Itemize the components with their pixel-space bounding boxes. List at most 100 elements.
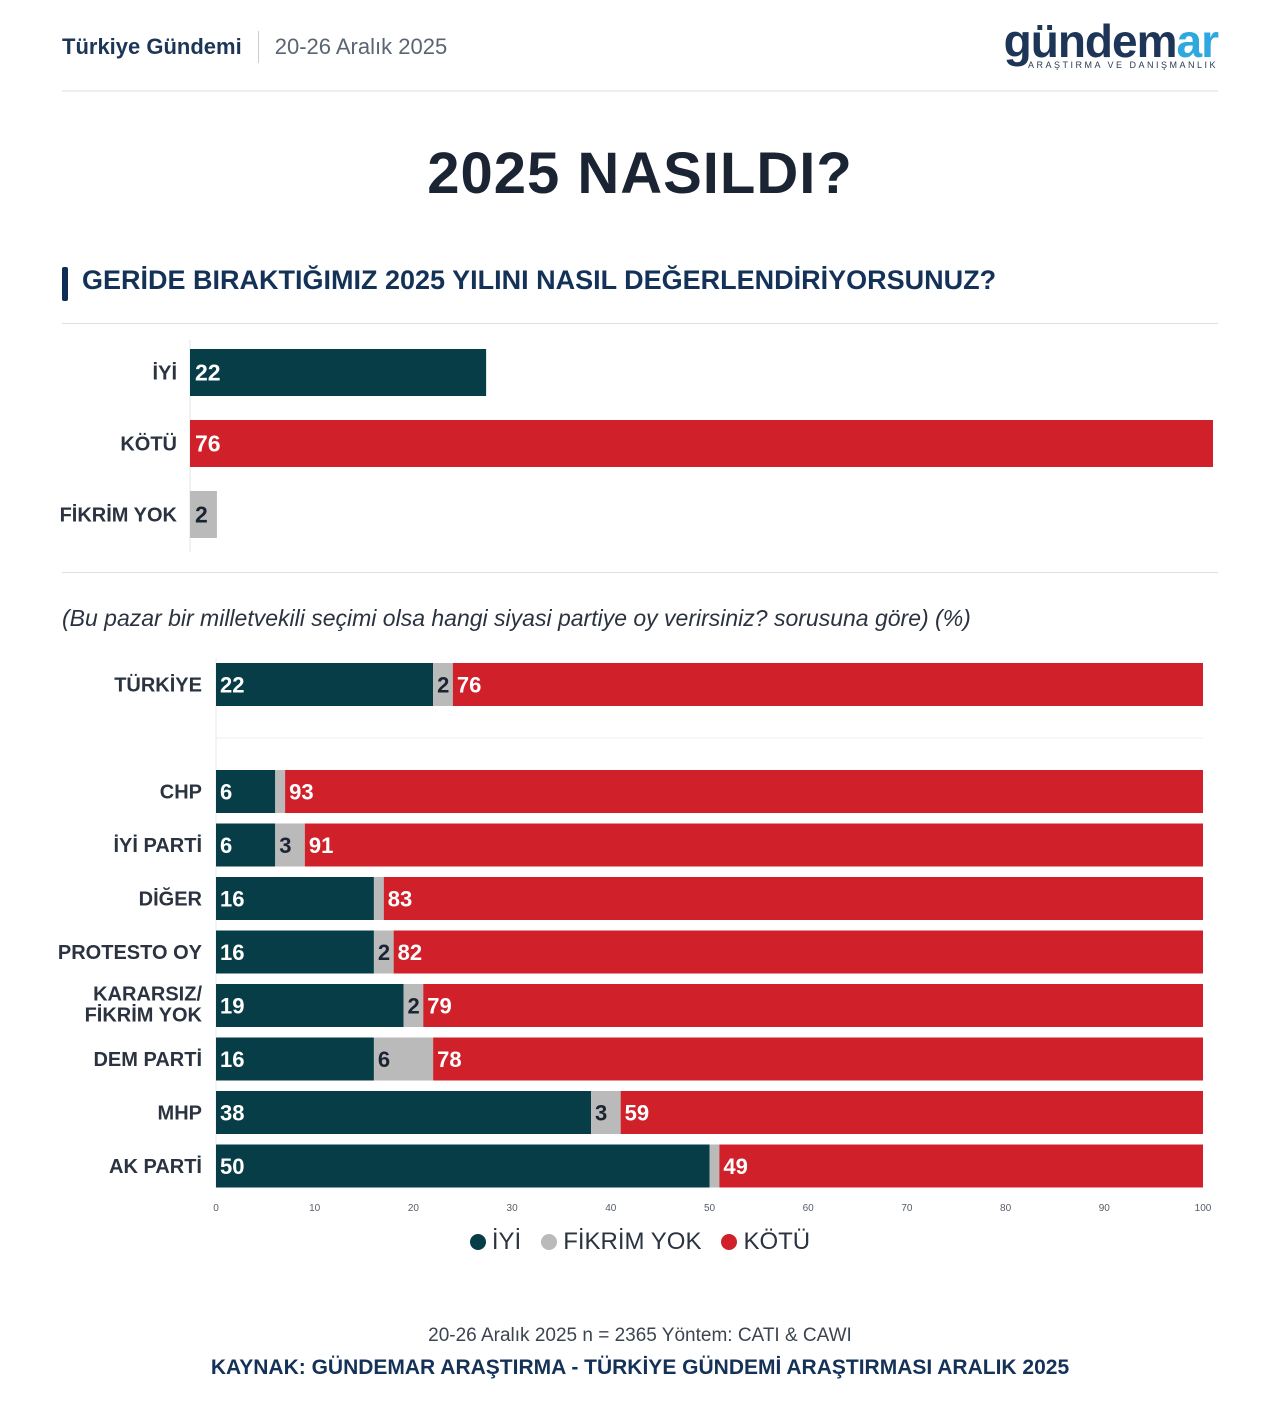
- chart2-bar-di-ğer-fikrim-yok: [373, 877, 384, 920]
- chart1-bar-fi-kri-m-yok: [190, 491, 217, 538]
- chart2-bar-dem-parti-iyi: [216, 1037, 374, 1081]
- chart1-bar-i-yi: [190, 349, 487, 396]
- legend-item-kotu: KÖTÜ: [721, 1228, 810, 1256]
- chart2-bar-türki-ye-fikrim-yok: [433, 663, 453, 706]
- chart1-value-label-i-yi: 22: [195, 360, 221, 386]
- header-divider: [257, 31, 259, 63]
- header-title: Türkiye Gündemi: [62, 34, 242, 59]
- legend-label-fikrim-yok: FİKRİM YOK: [563, 1228, 702, 1255]
- legend-dot-kotu: [721, 1234, 738, 1250]
- chart2-value-label-kararsiz-fi-kri-m-yok-kotu: 79: [427, 994, 451, 1019]
- chart2-bar-i-yi-parti-iyi: [216, 823, 276, 867]
- footer-source: KAYNAK: GÜNDEMAR ARAŞTIRMA - TÜRKİYE GÜN…: [210, 1356, 1070, 1379]
- chart2-category-label-kararsiz-fi-kri-m-yok-line2: FİKRİM YOK: [85, 1004, 203, 1027]
- chart2-value-label-dem-parti-iyi: 16: [220, 1047, 244, 1072]
- chart2-bar-türki-ye-kotu: [452, 663, 1203, 706]
- chart2-bar-chp-fikrim-yok: [275, 770, 286, 813]
- chart2-category-label-di-ğer: DİĞER: [139, 887, 203, 911]
- chart2-x-tick-60: 60: [803, 1203, 815, 1214]
- chart2-value-label-protesto-oy-iyi: 16: [220, 940, 244, 965]
- chart2-category-label-i-yi-parti: İYİ PARTİ: [113, 834, 202, 857]
- chart2-value-label-chp-iyi: 6: [220, 780, 232, 805]
- chart2-bar-dem-parti-kotu: [433, 1037, 1203, 1081]
- chart2-value-label-chp-kotu: 93: [289, 780, 313, 805]
- chart2-value-label-protesto-oy-fikrim-yok: 2: [378, 940, 390, 965]
- page-title: 2025 NASILDI?: [427, 141, 853, 206]
- legend-label-iyi: İYİ: [491, 1228, 522, 1255]
- logo-word-main: gündem: [1003, 15, 1178, 67]
- chart1-category-label-fi-kri-m-yok: FİKRİM YOK: [60, 504, 178, 527]
- chart1-value-label-kötü: 76: [195, 431, 221, 457]
- chart2-bar-chp-kotu: [285, 770, 1204, 813]
- chart2-x-tick-40: 40: [605, 1203, 617, 1214]
- legend-dot-iyi: [469, 1234, 486, 1250]
- header-divider-line: [62, 90, 1218, 92]
- chart2-x-tick-10: 10: [309, 1203, 321, 1214]
- logo-tagline: ARAŞTIRMA VE DANIŞMANLIK: [1027, 60, 1218, 70]
- header: Türkiye Gündemi 20-26 Aralık 2025: [62, 30, 447, 64]
- chart2-bar-di-ğer-iyi: [216, 877, 374, 920]
- chart2-value-label-i-yi-parti-iyi: 6: [220, 833, 232, 858]
- legend-item-iyi: İYİ: [469, 1228, 522, 1256]
- chart2-bar-ak-parti-iyi: [216, 1144, 710, 1188]
- gundemar-logo: gündemar ARAŞTIRMA VE DANIŞMANLIK: [998, 15, 1219, 74]
- chart2-value-label-dem-parti-fikrim-yok: 6: [378, 1047, 390, 1072]
- chart1-category-label-kötü: KÖTÜ: [120, 433, 177, 456]
- chart2-category-label-protesto-oy: PROTESTO OY: [58, 942, 203, 964]
- chart2-value-label-di-ğer-kotu: 83: [388, 887, 412, 912]
- chart2-value-label-ak-parti-iyi: 50: [220, 1154, 244, 1179]
- chart2-value-label-di-ğer-iyi: 16: [220, 887, 244, 912]
- chart2-x-tick-80: 80: [1000, 1203, 1012, 1214]
- chart2-bar-mhp-kotu: [620, 1091, 1203, 1134]
- chart2-bar-kararsiz-fi-kri-m-yok-kotu: [423, 984, 1203, 1027]
- chart2-value-label-mhp-kotu: 59: [625, 1101, 649, 1126]
- chart2-category-label-kararsiz-fi-kri-m-yok-line1: KARARSIZ/: [93, 984, 202, 1006]
- overall-evaluation-chart: İYİ 22 KÖTÜ 76 FİKRİM YOK 2: [60, 340, 1213, 552]
- chart2-category-label-dem-parti: DEM PARTİ: [93, 1048, 202, 1071]
- question-title: GERİDE BIRAKTIĞIMIZ 2025 YILINI NASIL DE…: [82, 265, 997, 295]
- chart2-bar-kararsiz-fi-kri-m-yok-fikrim-yok: [403, 984, 424, 1027]
- chart2-bar-mhp-fikrim-yok: [591, 1091, 621, 1134]
- chart2-value-label-türki-ye-fikrim-yok: 2: [437, 673, 449, 698]
- chart2-value-label-mhp-iyi: 38: [220, 1101, 244, 1126]
- chart2-category-label-ak-parti: AK PARTİ: [109, 1155, 202, 1178]
- logo-word-accent: ar: [1176, 15, 1219, 67]
- chart2-category-label-türki-ye: TÜRKİYE: [114, 674, 202, 697]
- chart2-x-tick-30: 30: [507, 1203, 519, 1214]
- chart2-value-label-ak-parti-kotu: 49: [723, 1154, 747, 1179]
- chart2-x-tick-50: 50: [704, 1203, 716, 1214]
- chart2-bar-i-yi-parti-fikrim-yok: [275, 823, 305, 867]
- chart2-bar-protesto-oy-kotu: [393, 930, 1203, 974]
- chart2-bar-di-ğer-kotu: [383, 877, 1203, 920]
- question-accent-bar: [62, 267, 68, 301]
- chart2-value-label-türki-ye-kotu: 76: [457, 673, 481, 698]
- chart2-x-tick-70: 70: [901, 1203, 913, 1214]
- chart2-x-tick-100: 100: [1195, 1203, 1212, 1214]
- legend-label-kotu: KÖTÜ: [743, 1228, 811, 1255]
- chart2-bar-dem-parti-fikrim-yok: [373, 1037, 434, 1081]
- chart2-bar-ak-parti-kotu: [719, 1144, 1203, 1188]
- chart2-x-tick-0: 0: [213, 1203, 219, 1214]
- chart2-x-tick-20: 20: [408, 1203, 420, 1214]
- chart2-bar-ak-parti-fikrim-yok: [709, 1144, 720, 1188]
- chart2-value-label-kararsiz-fi-kri-m-yok-iyi: 19: [220, 994, 244, 1019]
- question-divider: [62, 323, 1218, 324]
- chart2-bar-i-yi-parti-kotu: [304, 823, 1204, 867]
- legend-dot-fikrim-yok: [541, 1234, 558, 1250]
- chart2-bar-kararsiz-fi-kri-m-yok-iyi: [216, 984, 404, 1027]
- party-breakdown-subtitle: (Bu pazar bir milletvekili seçimi olsa h…: [62, 605, 971, 631]
- chart2-value-label-i-yi-parti-fikrim-yok: 3: [279, 833, 291, 858]
- chart2-bar-türki-ye-iyi: [216, 663, 434, 706]
- section-divider: [62, 572, 1218, 573]
- chart2-value-label-dem-parti-kotu: 78: [437, 1047, 461, 1072]
- chart2-value-label-türki-ye-iyi: 22: [220, 673, 244, 698]
- chart2-bar-chp-iyi: [216, 770, 276, 813]
- chart1-category-label-i-yi: İYİ: [153, 362, 177, 385]
- footer-method: 20-26 Aralık 2025 n = 2365 Yöntem: CATI …: [428, 1325, 852, 1346]
- header-date: 20-26 Aralık 2025: [274, 34, 448, 59]
- chart2-value-label-i-yi-parti-kotu: 91: [309, 833, 333, 858]
- chart2-value-label-protesto-oy-kotu: 82: [398, 940, 422, 965]
- chart1-value-label-fi-kri-m-yok: 2: [195, 502, 208, 528]
- chart-legend: İYİ FİKRİM YOK KÖTÜ: [0, 1228, 1280, 1256]
